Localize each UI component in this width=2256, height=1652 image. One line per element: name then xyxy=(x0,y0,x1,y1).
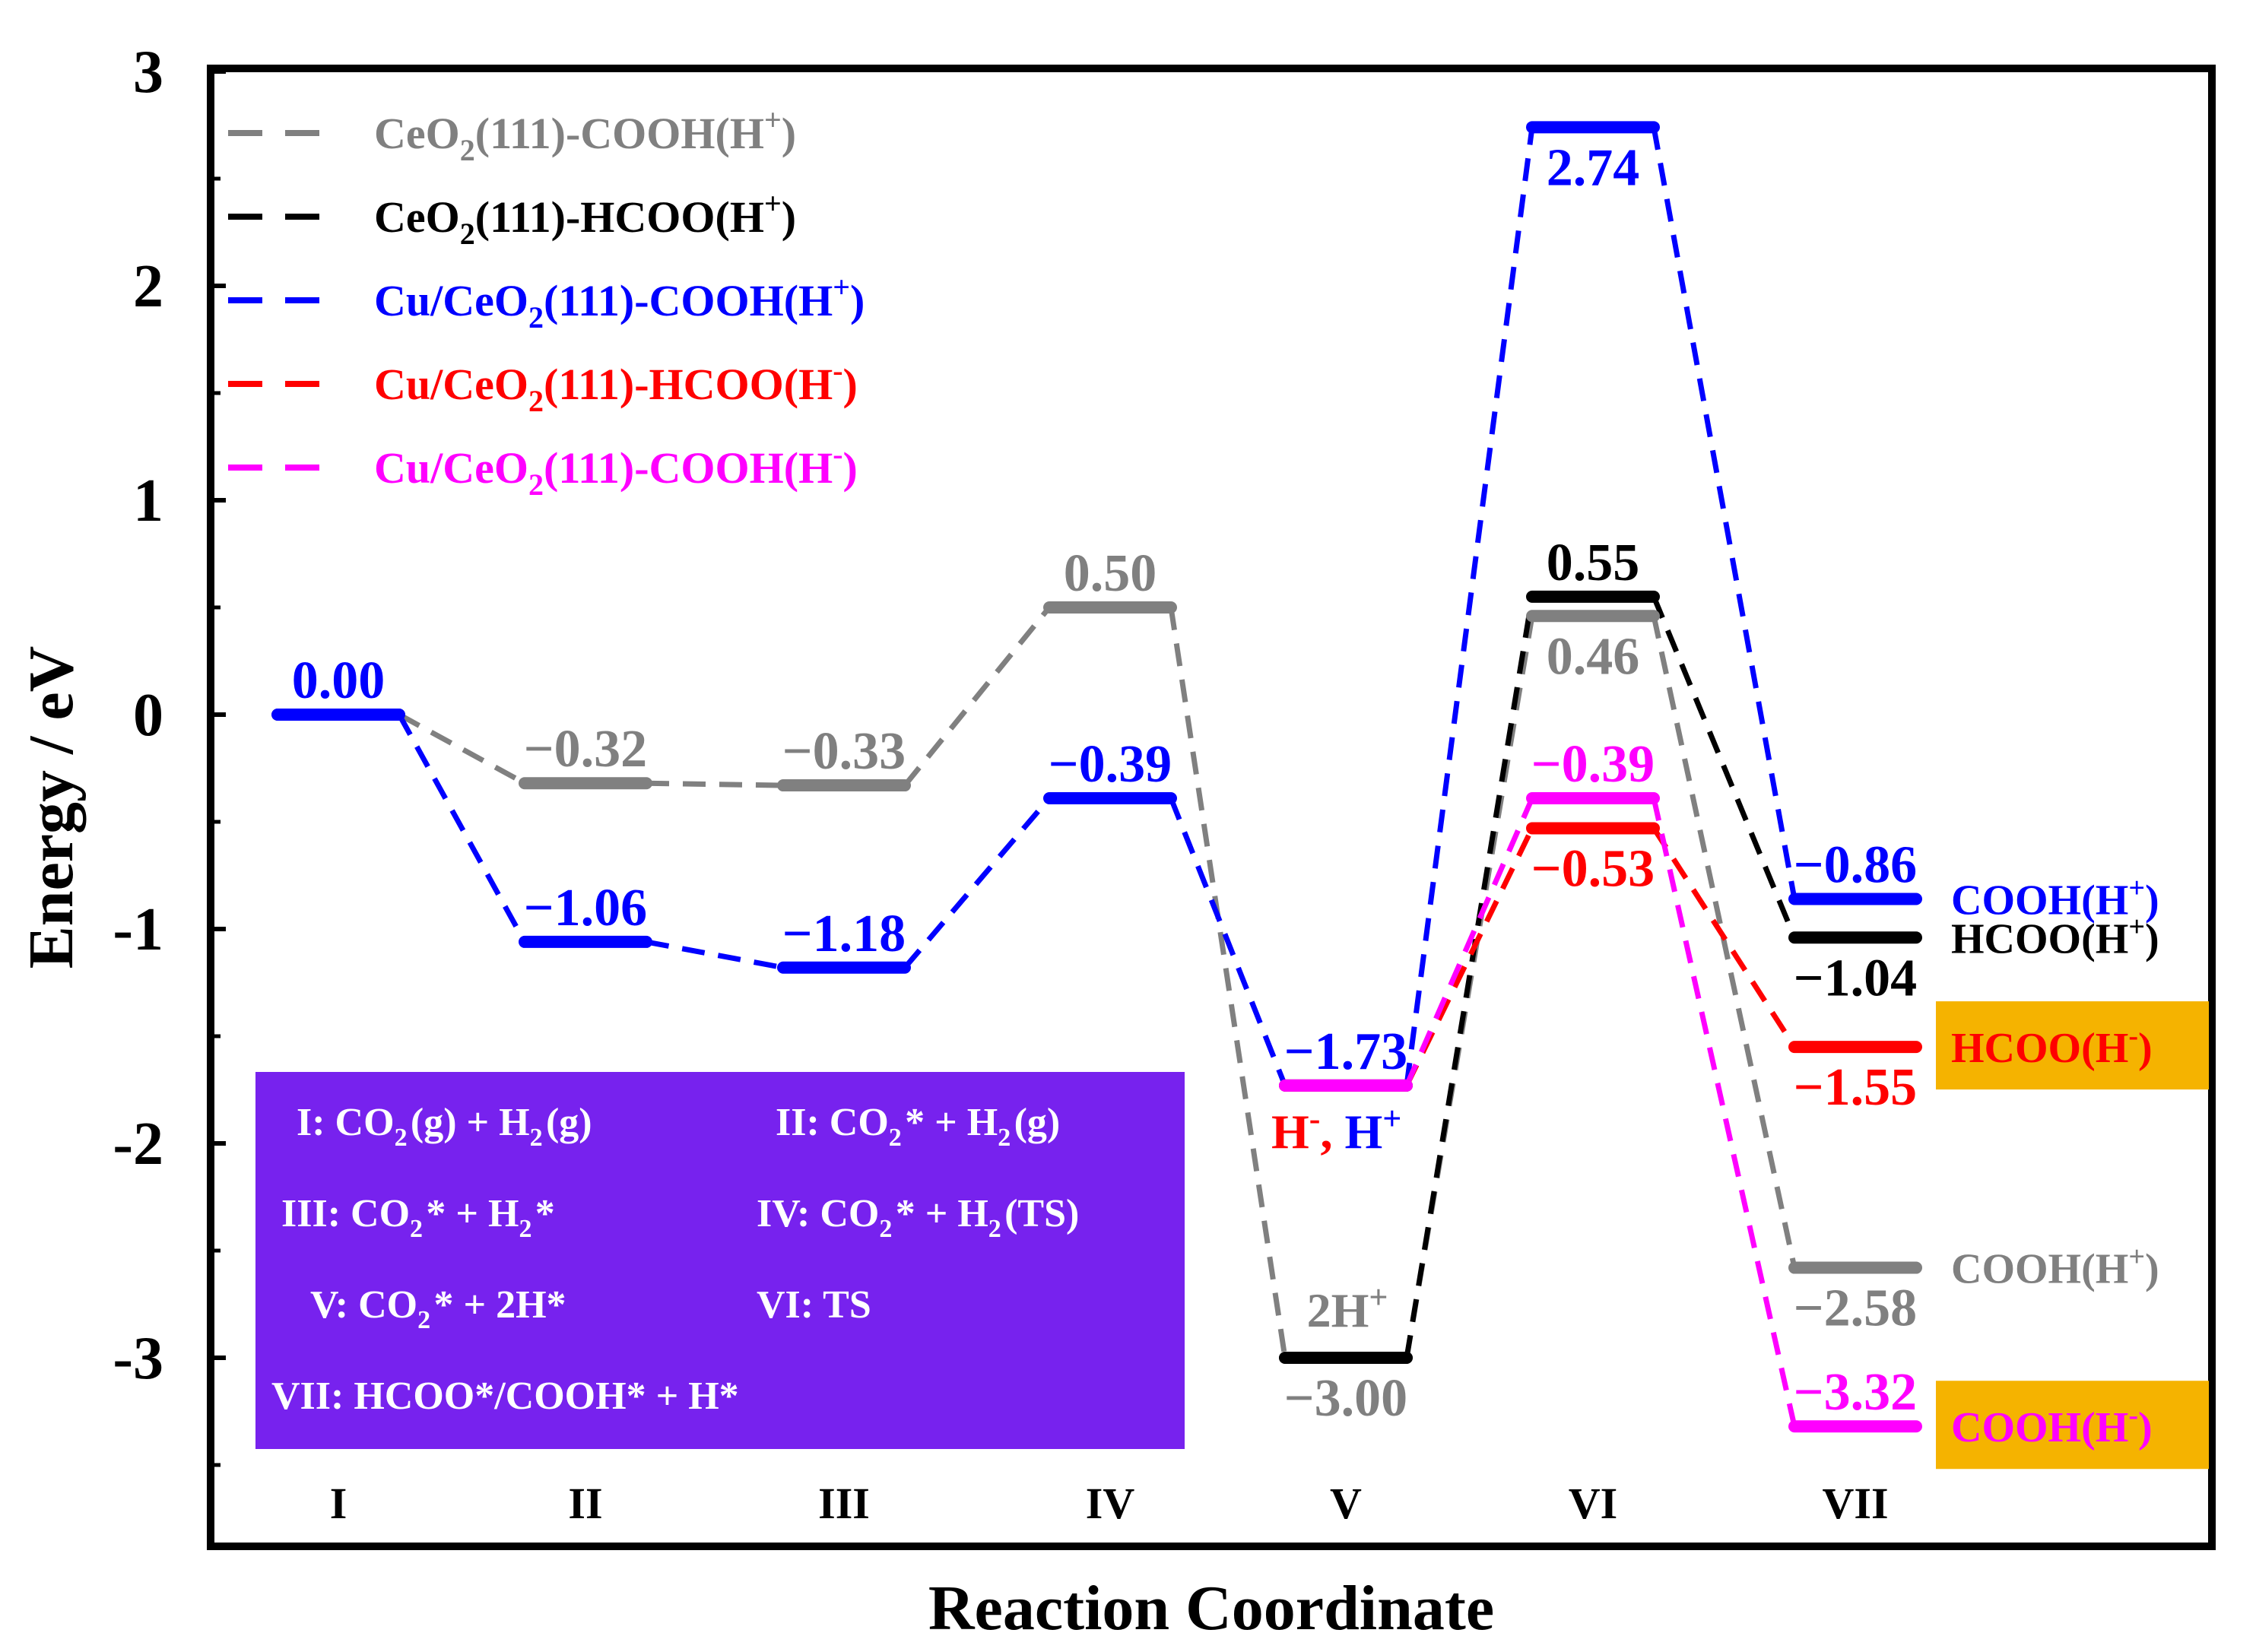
connector-line xyxy=(903,605,1052,788)
state-definition: VI: TS xyxy=(757,1283,871,1327)
product-label: COOH(H-) xyxy=(1951,1400,2153,1451)
product-label: HCOO(H-) xyxy=(1951,1020,2153,1072)
x-category-label: VII xyxy=(1822,1479,1888,1528)
connector-line xyxy=(1651,615,1798,1269)
value-label: −3.00 xyxy=(1284,1369,1407,1428)
y-axis-title: Energy / eV xyxy=(16,646,87,969)
x-category-label: VI xyxy=(1569,1479,1617,1528)
annotations: H-, H+2H+COOH(H+)HCOO(H+)HCOO(H-)COOH(H+… xyxy=(1271,873,2209,1470)
connector-line xyxy=(1652,826,1797,1048)
value-label: −2.58 xyxy=(1794,1279,1917,1338)
connector-line xyxy=(646,780,784,788)
states-legend-box: I: CO2 (g) + H2 (g) II: CO2 * + H2 (g) III… xyxy=(255,1072,1185,1449)
x-axis-title: Reaction Coordinate xyxy=(928,1573,1494,1644)
legend-entry: Cu/CeO2(111)-COOH(H+) xyxy=(374,270,865,335)
y-tick-label: 2 xyxy=(133,253,163,320)
value-label: 0.00 xyxy=(292,652,386,710)
connector-line xyxy=(1404,596,1535,1359)
value-label: −0.39 xyxy=(1049,735,1172,794)
legend-entry: CeO2(111)-HCOO(H+) xyxy=(374,186,796,251)
product-label: COOH(H+) xyxy=(1951,873,2159,924)
product-highlight xyxy=(1936,1001,2209,1090)
series-legend: CeO2(111)-COOH(H+) CeO2(111)-HCOO(H+) Cu/C… xyxy=(228,103,865,502)
state-definition: V: CO2 * + 2H* xyxy=(310,1283,566,1334)
value-label: 2.74 xyxy=(1547,138,1640,197)
product-highlight xyxy=(1936,1381,2209,1470)
connector-line xyxy=(1651,126,1798,900)
value-label: 0.46 xyxy=(1547,627,1640,686)
state-definition: VII: HCOO*/COOH* + H* xyxy=(271,1375,739,1418)
legend-entry: Cu/CeO2(111)-HCOO(H-) xyxy=(374,354,858,418)
connector-line xyxy=(1404,797,1535,1087)
value-label: −1.06 xyxy=(524,879,647,937)
connector-line xyxy=(903,796,1052,970)
value-label: −1.18 xyxy=(782,905,906,963)
x-category-label: II xyxy=(568,1479,602,1528)
energy-levels xyxy=(271,121,1922,1433)
y-tick-label: 1 xyxy=(133,468,163,534)
legend-entry: Cu/CeO2(111)-COOH(H-) xyxy=(374,437,858,502)
connector-line xyxy=(396,713,528,943)
connector-line xyxy=(1404,126,1535,1086)
state-definition: II: CO2 * + H2 (g) xyxy=(776,1101,1060,1152)
site-label-2h-plus: 2H+ xyxy=(1307,1279,1388,1337)
value-label: 0.50 xyxy=(1064,544,1157,603)
x-category-label: I xyxy=(330,1479,347,1528)
value-label: −0.39 xyxy=(1531,735,1655,794)
y-tick-label: 3 xyxy=(133,39,163,106)
x-category-label: IV xyxy=(1086,1479,1135,1528)
value-label: −1.04 xyxy=(1794,949,1917,1007)
value-labels: −0.32 −0.33 0.50 −3.00 0.46 −2.58 0.55 −1.04 0.0… xyxy=(292,138,1917,1428)
product-label: COOH(H+) xyxy=(1951,1241,2159,1293)
connector-line xyxy=(1168,797,1288,1087)
value-label: −0.32 xyxy=(524,720,647,778)
value-label: −1.55 xyxy=(1794,1058,1917,1117)
value-label: −0.86 xyxy=(1794,836,1917,895)
y-tick-label: 0 xyxy=(133,682,163,749)
connector-lines xyxy=(396,126,1798,1428)
connector-line xyxy=(1168,607,1288,1359)
value-label: −0.53 xyxy=(1531,839,1655,898)
value-label: −0.33 xyxy=(782,722,906,781)
x-category-label: III xyxy=(818,1479,870,1528)
site-label-h-minus-h-plus: H-, H+ xyxy=(1271,1100,1401,1159)
connector-line xyxy=(1651,797,1798,1428)
x-axis: I II III IV V VI VII xyxy=(330,1479,1889,1528)
state-definition: I: CO2 (g) + H2 (g) xyxy=(297,1101,592,1152)
state-definition: IV: CO2 * + H2 (TS) xyxy=(757,1192,1079,1243)
connector-line xyxy=(646,939,784,971)
value-label: 0.55 xyxy=(1547,534,1640,592)
value-label: −3.32 xyxy=(1794,1363,1917,1422)
connector-line xyxy=(1651,595,1798,939)
states-box-bg xyxy=(255,1072,1185,1449)
y-tick-label: -2 xyxy=(113,1111,163,1178)
y-tick-label: -1 xyxy=(113,896,163,963)
y-axis: 3 2 1 0 -1 -2 -3 xyxy=(113,39,226,1467)
legend-entry: CeO2(111)-COOH(H+) xyxy=(374,103,796,167)
y-tick-label: -3 xyxy=(113,1325,163,1392)
state-definition: III: CO2 * + H2 * xyxy=(281,1192,555,1243)
plot-frame xyxy=(207,65,2216,1550)
x-category-label: V xyxy=(1330,1479,1362,1528)
connector-line xyxy=(398,712,526,786)
value-label: −1.73 xyxy=(1284,1023,1407,1081)
product-label: HCOO(H+) xyxy=(1951,911,2159,962)
